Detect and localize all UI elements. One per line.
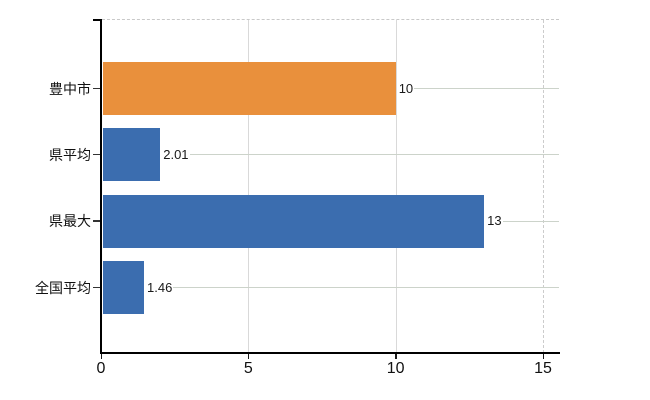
category-tick-0 xyxy=(93,87,101,89)
value-label-3: 1.46 xyxy=(146,278,174,297)
value-label-0: 10 xyxy=(397,79,415,98)
leader-line-2 xyxy=(486,220,559,222)
x-axis xyxy=(100,352,560,354)
x-axis-tick-1 xyxy=(247,354,250,359)
category-label-1: 県平均 xyxy=(49,146,91,163)
x-axis-tick-3 xyxy=(542,354,545,359)
category-tick-3 xyxy=(93,286,101,289)
leader-line-3 xyxy=(146,287,559,289)
x-axis-tick-0 xyxy=(100,354,102,359)
category-label-2: 県最大 xyxy=(49,213,91,230)
y-axis-top-tick xyxy=(93,19,102,21)
x-axis-tick-2 xyxy=(395,354,397,359)
category-tick-1 xyxy=(93,153,101,156)
category-label-0: 豊中市 xyxy=(49,80,91,97)
x-axis-tick-label-1: 5 xyxy=(243,360,253,377)
leader-line-0 xyxy=(397,88,559,89)
value-label-2: 13 xyxy=(486,212,503,231)
x-axis-tick-label-2: 10 xyxy=(386,360,405,377)
gridline-10 xyxy=(395,20,397,353)
bar-0 xyxy=(103,62,396,115)
value-label-1: 2.01 xyxy=(162,145,190,164)
plot-top-border xyxy=(102,19,559,20)
leader-line-1 xyxy=(162,154,559,156)
gridline-5 xyxy=(248,20,250,353)
category-label-3: 全国平均 xyxy=(35,279,91,296)
bar-3 xyxy=(103,261,145,315)
y-axis xyxy=(100,20,102,354)
bar-1 xyxy=(103,128,161,182)
bar-2 xyxy=(103,194,485,248)
category-tick-2 xyxy=(93,220,101,222)
x-axis-tick-label-3: 15 xyxy=(534,360,552,377)
x-axis-tick-label-0: 0 xyxy=(96,360,106,377)
gridline-15 xyxy=(543,20,545,353)
